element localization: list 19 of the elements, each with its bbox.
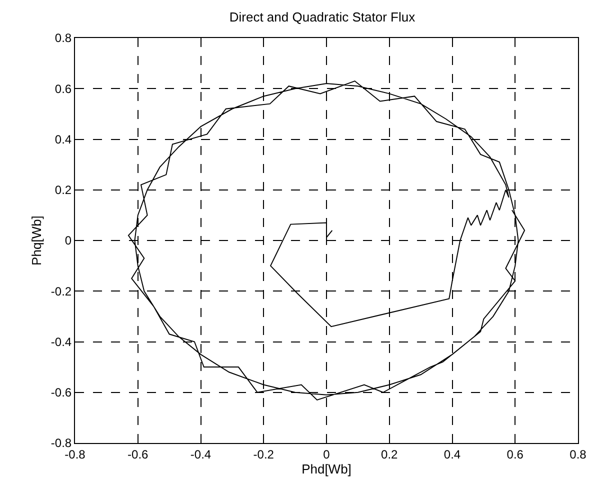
y-tick-label: 0.4 <box>54 132 72 146</box>
x-tick-label: 0.4 <box>444 447 461 462</box>
x-tick-label: 0.6 <box>506 447 524 462</box>
x-tick-label: -0.4 <box>190 447 212 462</box>
y-tick-label: -0.2 <box>50 284 72 298</box>
x-tick-label: -0.2 <box>253 447 274 462</box>
x-axis-title: Phd[Wb] <box>302 461 352 476</box>
x-tick-label: -0.6 <box>128 447 149 462</box>
y-tick-label: 0 <box>64 234 72 248</box>
x-tick-label: 0.8 <box>570 447 587 462</box>
y-tick-label: -0.6 <box>50 386 72 400</box>
y-tick-label: -0.4 <box>50 334 72 349</box>
y-tick-label: 0.6 <box>54 82 72 96</box>
x-tick-label: 0.2 <box>381 447 398 462</box>
chart-title: Direct and Quadratic Stator Flux <box>229 9 416 24</box>
y-tick-label: 0.8 <box>54 31 72 46</box>
y-tick-label: 0.2 <box>54 183 72 198</box>
y-axis-title: Phq[Wb] <box>28 216 44 266</box>
x-tick-label: 0 <box>323 447 330 462</box>
